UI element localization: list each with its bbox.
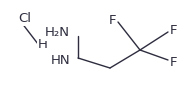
Text: F: F xyxy=(170,23,177,36)
Text: Cl: Cl xyxy=(18,11,31,24)
Text: H₂N: H₂N xyxy=(45,27,70,40)
Text: H: H xyxy=(38,37,48,50)
Text: F: F xyxy=(170,56,177,69)
Text: HN: HN xyxy=(50,53,70,66)
Text: F: F xyxy=(108,14,116,27)
